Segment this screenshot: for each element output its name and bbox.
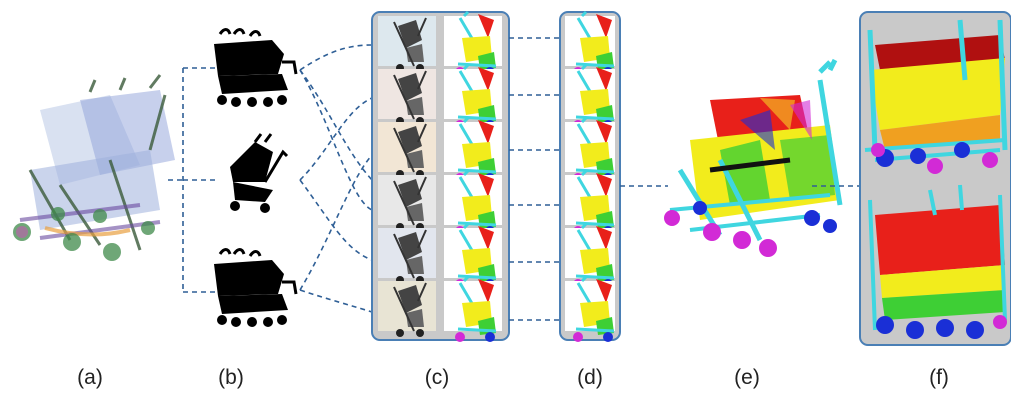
label-e: (e) [734, 366, 760, 389]
label-b: (b) [218, 366, 244, 389]
panel-c [371, 10, 510, 344]
segmented-stroller-top [864, 19, 1008, 174]
connector-a-b [168, 67, 215, 293]
connector-c-d [509, 37, 560, 321]
label-c: (c) [424, 366, 450, 389]
connector-b-c [299, 44, 373, 313]
silhouette-double-2 [212, 248, 298, 329]
panel-d [559, 10, 621, 344]
label-d: (d) [577, 366, 603, 389]
label-a: (a) [77, 366, 103, 389]
panel-c-rows [378, 10, 502, 344]
segmented-stroller-bottom [868, 184, 1007, 339]
label-f: (f) [929, 366, 949, 389]
segmented-stroller-model [664, 58, 843, 257]
silhouette-single [228, 132, 289, 215]
panel-f [859, 11, 1011, 346]
overlaid-stroller-model [13, 74, 175, 261]
silhouette-double-1 [212, 28, 298, 109]
